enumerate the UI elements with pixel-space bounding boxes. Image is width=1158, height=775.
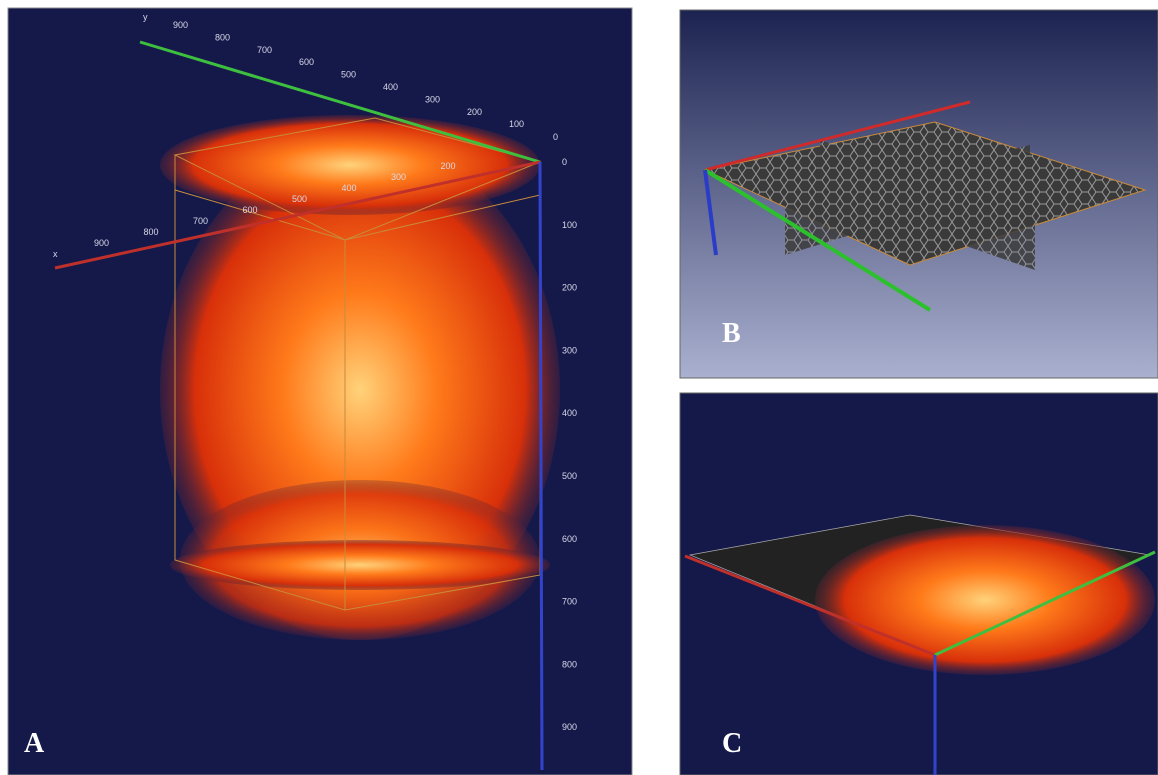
volume-render: [160, 115, 540, 215]
z-axis: [540, 162, 542, 770]
z-tick-label: 500: [562, 471, 577, 481]
y-tick-label: 100: [509, 119, 524, 129]
z-tick-label: 300: [562, 345, 577, 355]
z-tick-label: 0: [562, 157, 567, 167]
panel-a: y x A: [8, 8, 632, 775]
figure: y x A B C 900 800 700 600 500 400 300 200 100 0 90…: [0, 0, 1158, 775]
x-tick-label: 700: [193, 216, 208, 226]
z-tick-label: 800: [562, 659, 577, 669]
volume-render: [170, 540, 550, 590]
panel-label: C: [722, 728, 742, 759]
y-tick-label: 600: [299, 57, 314, 67]
y-axis-name: y: [143, 12, 148, 22]
y-tick-label: 500: [341, 70, 356, 80]
x-tick-label: 300: [391, 172, 406, 182]
z-tick-label: 200: [562, 283, 577, 293]
z-tick-label: 600: [562, 534, 577, 544]
x-tick-label: 900: [94, 238, 109, 248]
z-tick-label: 900: [562, 722, 577, 732]
panel-b: B: [680, 10, 1158, 378]
y-tick-label: 300: [425, 94, 440, 104]
y-tick-label: 400: [383, 82, 398, 92]
x-tick-label: 400: [342, 183, 357, 193]
z-tick-label: 400: [562, 408, 577, 418]
x-tick-label: 500: [292, 194, 307, 204]
x-tick-label: 600: [243, 205, 258, 215]
x-tick-label: 200: [441, 161, 456, 171]
z-tick-label: 100: [562, 220, 577, 230]
panel-label: B: [722, 318, 741, 349]
y-tick-label: 0: [553, 132, 558, 142]
volume-render: [815, 525, 1155, 675]
panel-label: A: [24, 728, 45, 759]
x-tick-label: 800: [144, 227, 159, 237]
z-tick-label: 700: [562, 597, 577, 607]
panel-c: C: [680, 393, 1158, 775]
y-tick-label: 700: [257, 45, 272, 55]
y-tick-label: 900: [173, 20, 188, 30]
y-tick-label: 800: [215, 32, 230, 42]
y-tick-label: 200: [467, 107, 482, 117]
x-axis-name: x: [53, 249, 58, 259]
